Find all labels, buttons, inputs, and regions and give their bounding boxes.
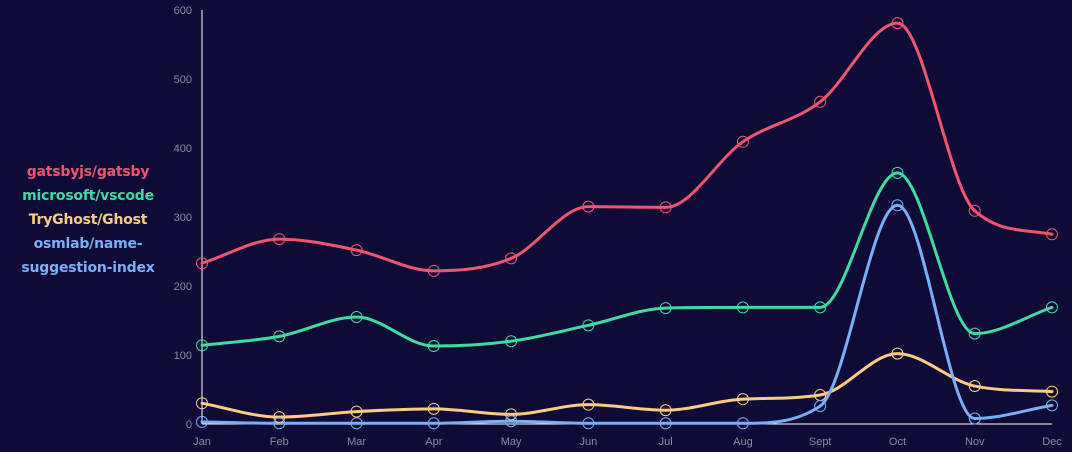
x-axis-ticks: Jan Feb Mar Apr May Jun Jul Aug Sept Oct Nov Dec bbox=[193, 436, 1062, 448]
data-point[interactable] bbox=[891, 166, 904, 179]
data-point[interactable] bbox=[427, 264, 440, 277]
data-point[interactable] bbox=[968, 204, 981, 217]
data-point[interactable] bbox=[350, 244, 363, 257]
data-point[interactable] bbox=[736, 301, 749, 314]
y-tick-label: 600 bbox=[174, 5, 192, 17]
data-point[interactable] bbox=[582, 200, 595, 213]
data-point[interactable] bbox=[196, 397, 208, 410]
y-tick-label: 400 bbox=[174, 143, 192, 155]
data-point[interactable] bbox=[814, 400, 827, 413]
x-tick-label: Jul bbox=[659, 436, 673, 448]
series-line bbox=[200, 203, 1054, 425]
data-point[interactable] bbox=[968, 380, 981, 393]
data-point[interactable] bbox=[659, 417, 672, 430]
data-point[interactable] bbox=[1046, 228, 1058, 241]
y-tick-label: 500 bbox=[174, 74, 192, 86]
data-point[interactable] bbox=[968, 327, 981, 340]
series-line bbox=[200, 352, 1054, 419]
x-tick-label: Dec bbox=[1042, 436, 1062, 448]
legend-item[interactable]: gatsbyjs/gatsby bbox=[26, 164, 150, 180]
legend-item[interactable]: TryGhost/Ghost bbox=[28, 212, 148, 228]
data-point[interactable] bbox=[736, 135, 749, 148]
x-tick-label: Mar bbox=[347, 436, 366, 448]
data-point[interactable] bbox=[427, 417, 440, 430]
x-tick-label: Feb bbox=[270, 436, 289, 448]
x-tick-label: Jun bbox=[579, 436, 597, 448]
legend-item[interactable]: microsoft/vscode bbox=[22, 188, 154, 204]
data-point[interactable] bbox=[891, 17, 904, 30]
y-tick-label: 200 bbox=[174, 281, 192, 293]
y-tick-label: 300 bbox=[174, 212, 192, 224]
data-point[interactable] bbox=[736, 393, 749, 406]
data-point[interactable] bbox=[273, 233, 286, 246]
data-point[interactable] bbox=[582, 417, 595, 430]
data-point[interactable] bbox=[350, 311, 363, 324]
data-point[interactable] bbox=[427, 340, 440, 353]
x-tick-label: Aug bbox=[733, 436, 753, 448]
data-point[interactable] bbox=[196, 415, 208, 428]
data-point[interactable] bbox=[273, 411, 286, 424]
x-tick-label: Sept bbox=[809, 436, 832, 448]
data-point[interactable] bbox=[1046, 301, 1058, 314]
data-point[interactable] bbox=[196, 339, 208, 352]
data-point[interactable] bbox=[505, 408, 518, 421]
x-tick-label: Apr bbox=[425, 436, 442, 448]
data-point[interactable] bbox=[427, 402, 440, 415]
data-point[interactable] bbox=[814, 301, 827, 314]
series-points bbox=[196, 17, 1058, 430]
data-point[interactable] bbox=[659, 302, 672, 315]
data-point[interactable] bbox=[1046, 385, 1058, 398]
data-point[interactable] bbox=[582, 398, 595, 411]
data-point[interactable] bbox=[273, 330, 286, 343]
data-point[interactable] bbox=[505, 335, 518, 348]
x-tick-label: Oct bbox=[889, 436, 906, 448]
data-point[interactable] bbox=[891, 347, 904, 360]
data-point[interactable] bbox=[1046, 399, 1058, 412]
data-point[interactable] bbox=[196, 257, 208, 270]
x-tick-label: Nov bbox=[965, 436, 985, 448]
data-point[interactable] bbox=[736, 417, 749, 430]
legend-item[interactable]: osmlab/name-suggestion-index bbox=[21, 236, 155, 276]
data-point[interactable] bbox=[582, 319, 595, 332]
data-point[interactable] bbox=[814, 95, 827, 108]
chart-legend: gatsbyjs/gatsby microsoft/vscode TryGhost/… bbox=[14, 160, 162, 280]
series-line bbox=[200, 21, 1054, 273]
x-tick-label: Jan bbox=[193, 436, 211, 448]
data-point[interactable] bbox=[968, 412, 981, 425]
data-point[interactable] bbox=[273, 417, 286, 430]
data-point[interactable] bbox=[350, 417, 363, 430]
y-tick-label: 100 bbox=[174, 350, 192, 362]
data-point[interactable] bbox=[350, 405, 363, 418]
data-point[interactable] bbox=[659, 404, 672, 417]
series-lines bbox=[200, 21, 1054, 425]
x-tick-label: May bbox=[501, 436, 522, 448]
y-tick-label: 0 bbox=[186, 419, 192, 431]
series-line bbox=[200, 171, 1054, 348]
data-point[interactable] bbox=[505, 415, 518, 428]
data-point[interactable] bbox=[659, 201, 672, 214]
data-point[interactable] bbox=[891, 199, 904, 212]
data-point[interactable] bbox=[505, 252, 518, 265]
y-axis-ticks: 0 100 200 300 400 500 600 bbox=[174, 5, 192, 431]
